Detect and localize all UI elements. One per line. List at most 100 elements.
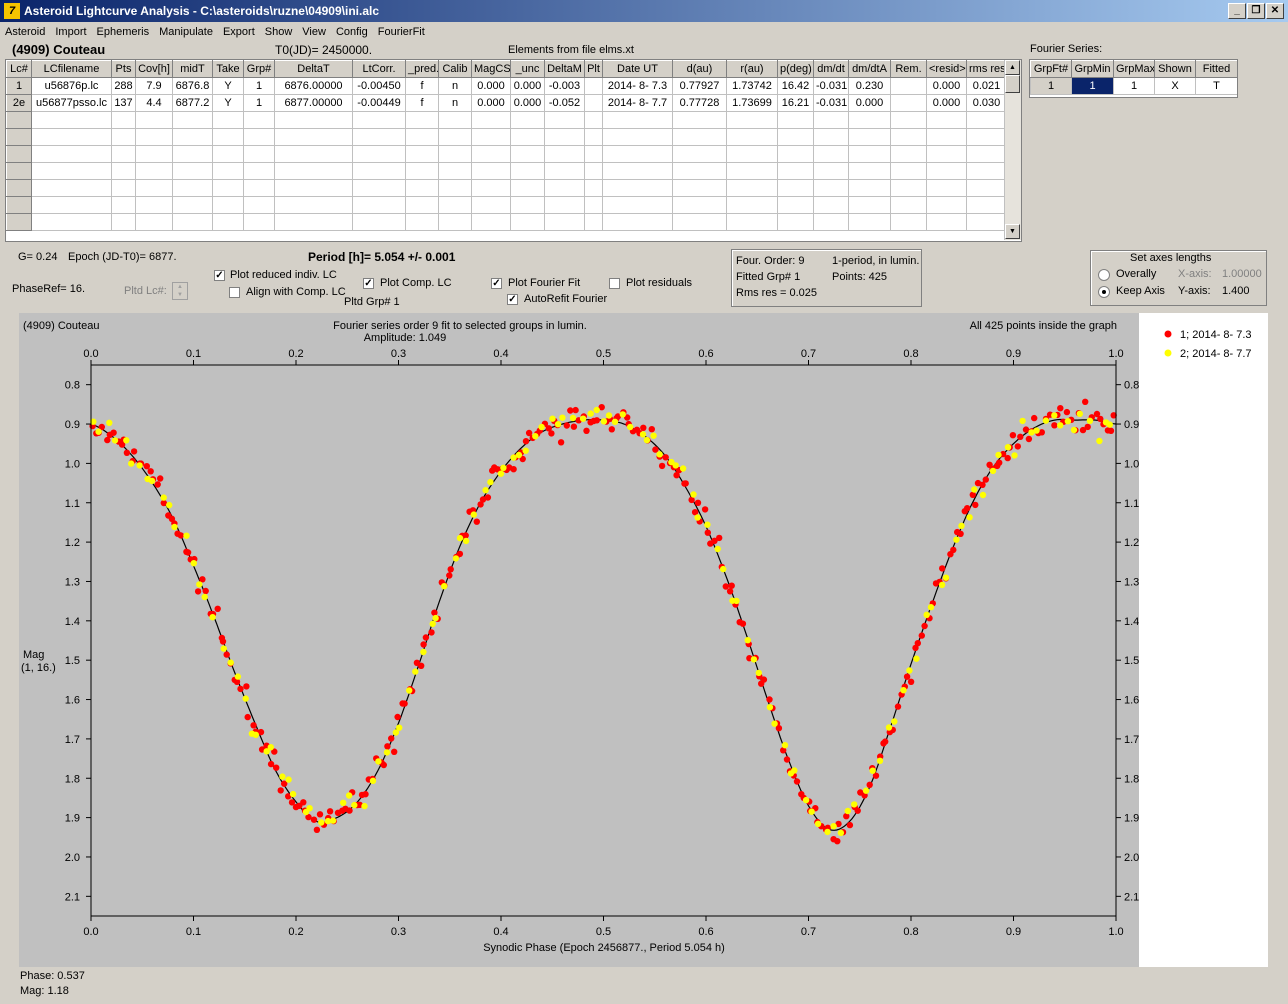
table-cell[interactable]: u56877psso.lc	[31, 94, 112, 112]
table-cell[interactable]	[510, 179, 545, 197]
table-cell[interactable]	[352, 162, 406, 180]
column-header[interactable]: Plt	[584, 60, 603, 78]
table-cell[interactable]	[777, 162, 814, 180]
column-header[interactable]: Fitted	[1195, 60, 1237, 78]
table-cell[interactable]	[212, 213, 244, 231]
table-cell[interactable]	[726, 128, 778, 146]
table-cell[interactable]	[243, 196, 275, 214]
table-cell[interactable]	[672, 111, 727, 129]
table-cell[interactable]: 0.000	[848, 94, 891, 112]
table-cell[interactable]	[966, 196, 1007, 214]
table-cell[interactable]	[544, 179, 585, 197]
table-cell[interactable]	[111, 128, 136, 146]
table-cell[interactable]	[926, 179, 967, 197]
table-cell[interactable]	[602, 111, 673, 129]
table-cell[interactable]	[777, 128, 814, 146]
table-row-empty[interactable]	[6, 179, 1007, 197]
table-cell[interactable]	[544, 196, 585, 214]
table-cell[interactable]: 137	[111, 94, 136, 112]
table-cell[interactable]	[890, 162, 927, 180]
table-cell[interactable]	[438, 111, 472, 129]
align-comp-checkbox[interactable]	[229, 287, 240, 298]
table-cell[interactable]: 0.000	[510, 77, 545, 95]
table-cell[interactable]: 6877.00000	[274, 94, 353, 112]
table-cell[interactable]	[672, 145, 727, 163]
table-cell[interactable]	[111, 111, 136, 129]
table-cell[interactable]	[405, 128, 439, 146]
column-header[interactable]: dm/dtA	[848, 60, 891, 78]
plot-reduced-checkbox[interactable]: ✓	[214, 270, 225, 281]
table-cell[interactable]	[890, 179, 927, 197]
table-cell[interactable]	[848, 162, 891, 180]
table-cell[interactable]	[602, 145, 673, 163]
overally-radio[interactable]	[1098, 269, 1110, 281]
table-cell[interactable]	[926, 145, 967, 163]
table-cell[interactable]	[243, 179, 275, 197]
table-cell[interactable]: 6877.2	[172, 94, 213, 112]
table-cell[interactable]	[352, 179, 406, 197]
column-header[interactable]: _pred.	[405, 60, 439, 78]
table-cell[interactable]	[405, 145, 439, 163]
table-cell[interactable]: 0.230	[848, 77, 891, 95]
column-header[interactable]: Cov[h]	[135, 60, 173, 78]
table-cell[interactable]	[890, 77, 927, 95]
table-row-empty[interactable]	[6, 145, 1007, 163]
table-cell[interactable]	[212, 145, 244, 163]
table-cell[interactable]	[584, 128, 603, 146]
table-cell[interactable]	[31, 179, 112, 197]
table-cell[interactable]	[510, 162, 545, 180]
table-cell[interactable]	[212, 179, 244, 197]
table-cell[interactable]	[471, 179, 511, 197]
table-cell[interactable]: 1	[6, 77, 32, 95]
column-header[interactable]: _unc	[510, 60, 545, 78]
table-cell[interactable]	[813, 213, 849, 231]
menu-config[interactable]: Config	[335, 26, 368, 38]
table-cell[interactable]	[212, 162, 244, 180]
table-cell[interactable]	[6, 111, 32, 129]
table-cell[interactable]	[274, 213, 353, 231]
table-cell[interactable]: Y	[212, 94, 244, 112]
table-cell[interactable]	[6, 179, 32, 197]
scroll-thumb[interactable]	[1005, 75, 1020, 93]
table-cell[interactable]: f	[405, 94, 439, 112]
column-header[interactable]: DeltaM	[544, 60, 585, 78]
table-cell[interactable]	[584, 111, 603, 129]
table-cell[interactable]	[31, 145, 112, 163]
table-cell[interactable]: 2e	[6, 94, 32, 112]
table-cell[interactable]	[602, 162, 673, 180]
column-header[interactable]: Calib	[438, 60, 472, 78]
column-header[interactable]: dm/dt	[813, 60, 849, 78]
table-cell[interactable]	[813, 145, 849, 163]
table-cell[interactable]: 0.77728	[672, 94, 727, 112]
table-cell[interactable]	[777, 196, 814, 214]
table-row-empty[interactable]	[6, 128, 1007, 146]
plot-fourier-checkbox[interactable]: ✓	[491, 278, 502, 289]
table-cell[interactable]: 6876.8	[172, 77, 213, 95]
table-cell[interactable]	[212, 111, 244, 129]
table-cell[interactable]	[544, 162, 585, 180]
table-cell[interactable]	[813, 128, 849, 146]
close-icon[interactable]: ✕	[1266, 3, 1284, 19]
table-cell[interactable]	[584, 179, 603, 197]
table-cell[interactable]	[6, 213, 32, 231]
table-cell[interactable]	[111, 145, 136, 163]
table-cell[interactable]	[135, 179, 173, 197]
table-row-empty[interactable]	[6, 213, 1007, 231]
table-cell[interactable]	[405, 179, 439, 197]
table-cell[interactable]	[111, 162, 136, 180]
table-cell[interactable]	[848, 179, 891, 197]
plot-comp-checkbox[interactable]: ✓	[363, 278, 374, 289]
menu-view[interactable]: View	[302, 26, 326, 38]
column-header[interactable]: GrpFt#	[1030, 60, 1072, 78]
table-row[interactable]: 2e u56877psso.lc 137 4.4 6877.2 Y 1 6877.00000-…	[6, 94, 1007, 112]
table-cell[interactable]	[243, 111, 275, 129]
table-cell[interactable]	[405, 111, 439, 129]
table-cell[interactable]	[926, 213, 967, 231]
table-cell[interactable]: -0.00449	[352, 94, 406, 112]
table-cell[interactable]	[848, 128, 891, 146]
table-cell[interactable]	[726, 179, 778, 197]
table-cell[interactable]	[584, 196, 603, 214]
table-cell[interactable]	[510, 111, 545, 129]
autorefit-checkbox[interactable]: ✓	[507, 294, 518, 305]
menu-import[interactable]: Import	[55, 26, 87, 38]
